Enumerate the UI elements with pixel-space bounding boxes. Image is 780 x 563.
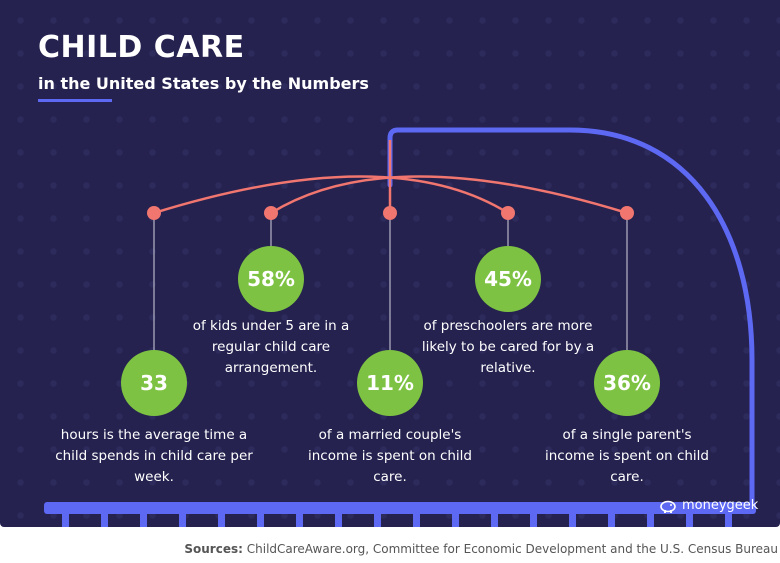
sources-line: Sources: ChildCareAware.org, Committee f… bbox=[184, 542, 778, 556]
mobile-illustration bbox=[44, 127, 756, 527]
title-underline bbox=[38, 99, 112, 102]
stat-text-single-income: of a single parent's income is spent on … bbox=[544, 427, 710, 485]
stat-circle-hours: 33 bbox=[121, 350, 187, 416]
moneygeek-logo: moneygeek bbox=[659, 498, 758, 513]
sources-label: Sources: bbox=[184, 542, 243, 556]
mobile-arc-right bbox=[270, 175, 628, 215]
logo-text: moneygeek bbox=[682, 498, 759, 513]
mobile-joints bbox=[147, 206, 634, 220]
stat-text-married-income: of a married couple's income is spent on… bbox=[307, 427, 473, 485]
stat-circle-kids-under-5: 58% bbox=[238, 246, 304, 312]
subtitle: in the United States by the Numbers bbox=[38, 74, 369, 93]
stat-text-kids-under-5: of kids under 5 are in a regular child c… bbox=[192, 318, 350, 376]
stat-text-preschoolers: of preschoolers are more likely to be ca… bbox=[421, 318, 595, 376]
stat-circle-single-income: 36% bbox=[594, 350, 660, 416]
stat-text-hours: hours is the average time a child spends… bbox=[55, 427, 253, 485]
stat-circle-preschoolers: 45% bbox=[475, 246, 541, 312]
stat-circle-married-income: 11% bbox=[357, 350, 423, 416]
title: CHILD CARE bbox=[38, 30, 245, 65]
sources-text: ChildCareAware.org, Committee for Econom… bbox=[246, 542, 778, 556]
infographic-panel: CHILD CARE in the United States by the N… bbox=[0, 0, 780, 527]
mobile-arc-left bbox=[153, 175, 509, 215]
crib-slats bbox=[62, 510, 732, 527]
crib-arm bbox=[387, 127, 755, 508]
piggy-bank-icon bbox=[660, 500, 676, 513]
